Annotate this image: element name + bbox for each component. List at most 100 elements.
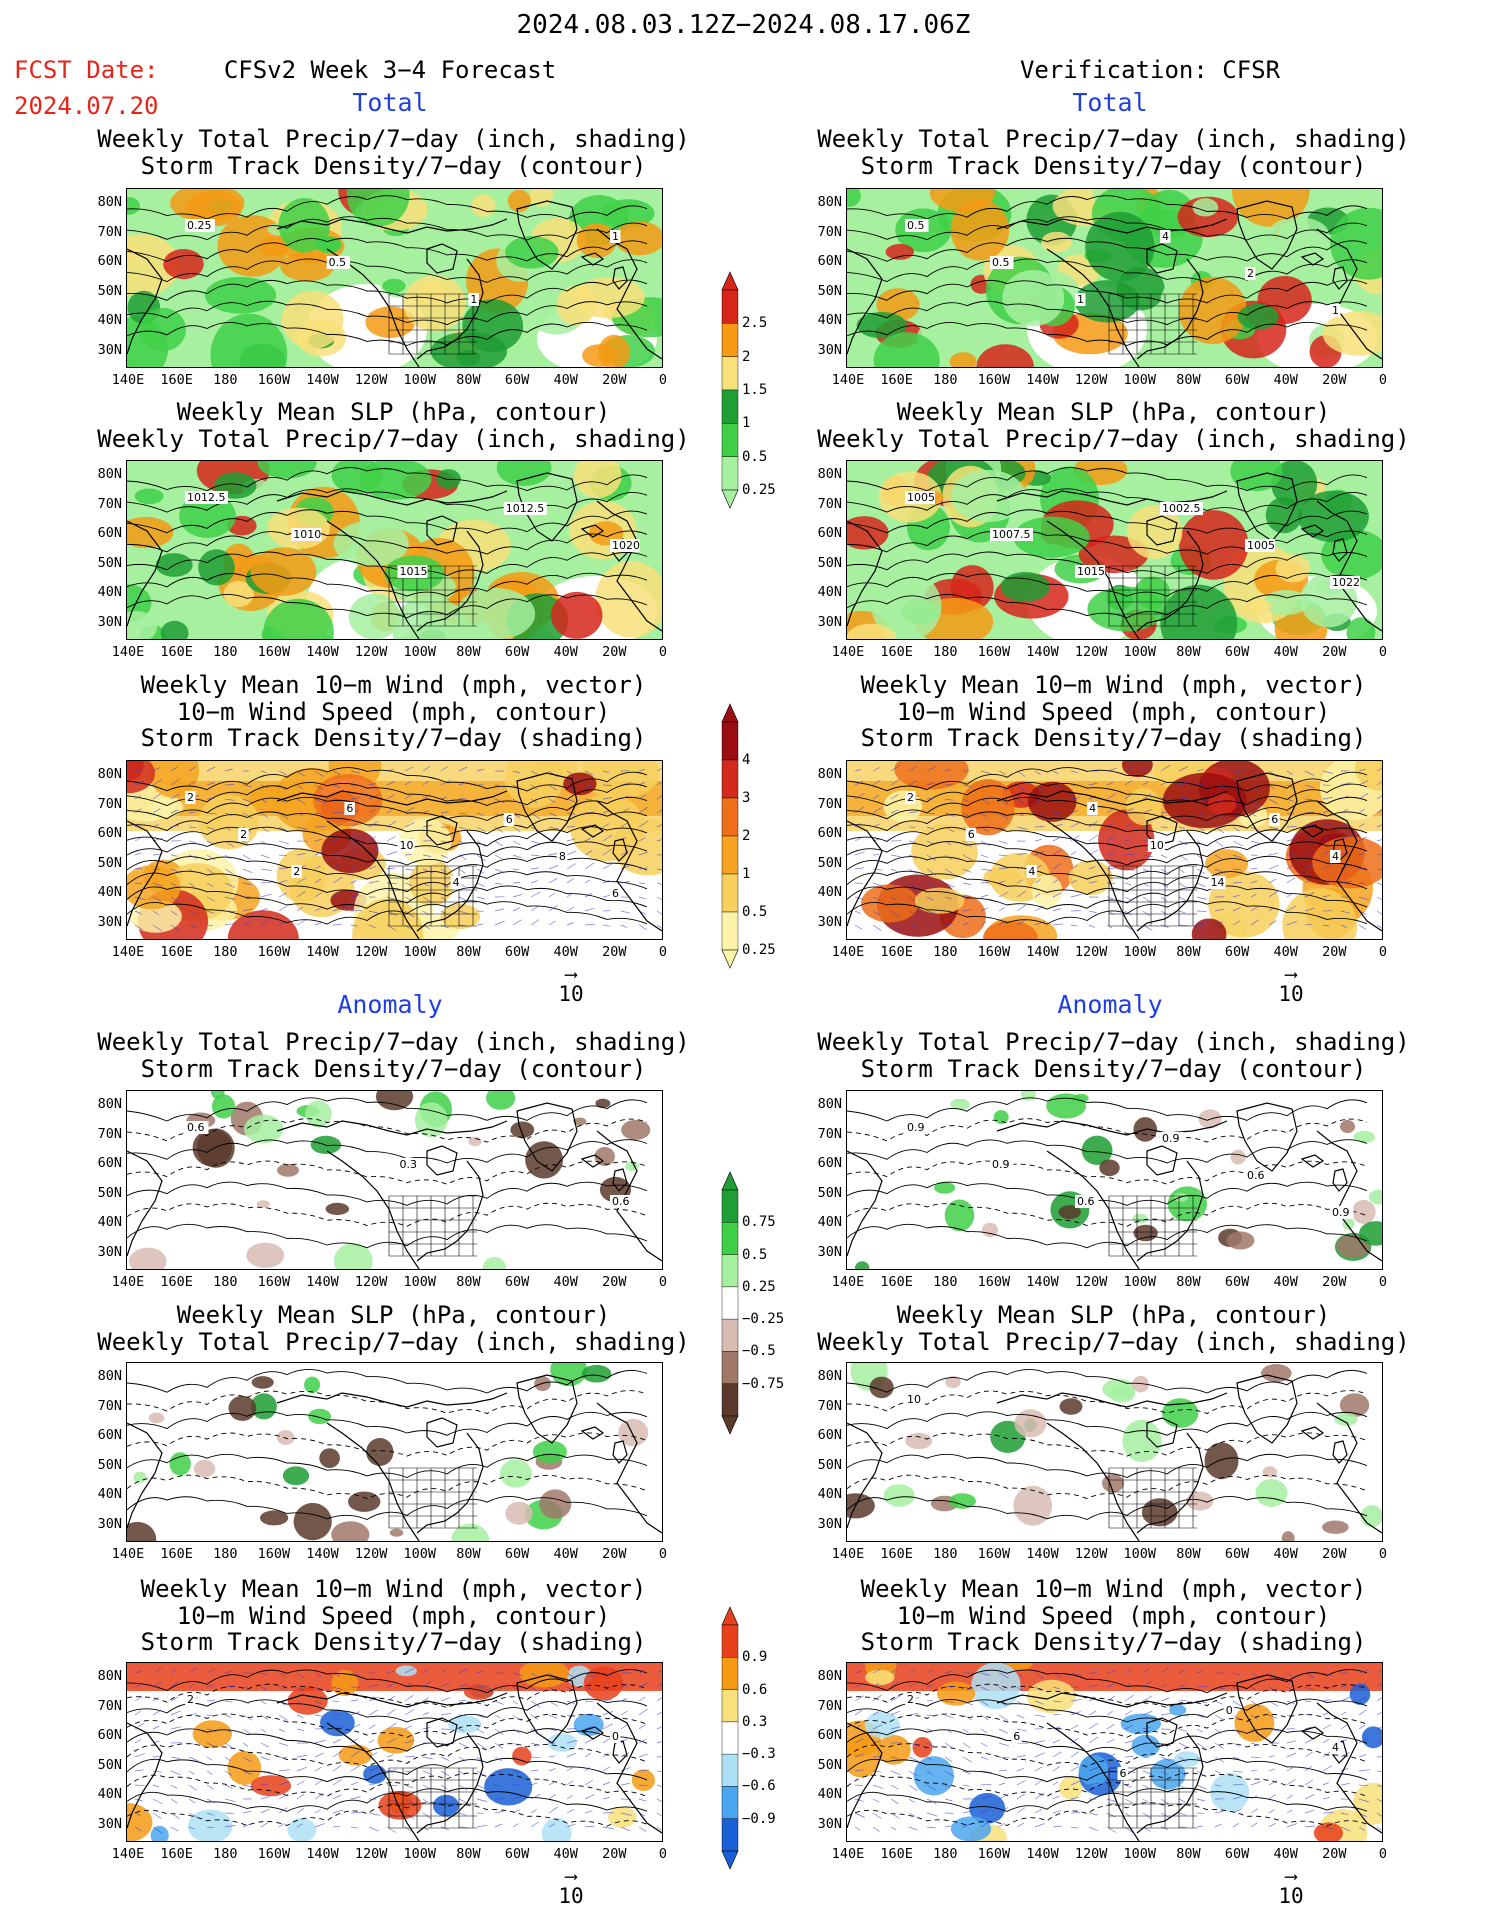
a_left_3-title-2: 10−m Wind Speed (mph, contour) [176, 1601, 611, 1630]
lon-tick-label: 140E [831, 944, 865, 960]
t_right_1-contour-label: 0.5 [907, 219, 925, 232]
colorbar-precip_total [714, 270, 754, 514]
a_right_1-map: 0.9 0.9 0.6 0.9 0.6 0.9 [846, 1090, 1383, 1270]
lat-tick-label: 40N [817, 312, 842, 328]
lon-tick-label: 80W [1176, 944, 1201, 960]
a_right_3-map: 2 6 6 0 4 [846, 1662, 1383, 1842]
lon-tick-label: 60W [1224, 1274, 1250, 1290]
right-anomaly-label: Anomaly [1057, 990, 1163, 1019]
lon-tick-label: 40W [553, 1546, 578, 1562]
lon-tick-label: 60W [1224, 1846, 1250, 1862]
lat-tick-label: 80N [97, 194, 122, 210]
t_right_1-title-2: Storm Track Density/7−day (contour) [860, 151, 1367, 180]
lon-tick-label: 80W [1176, 1846, 1201, 1862]
lon-tick-label: 0 [1378, 644, 1388, 660]
lat-tick-label: 40N [97, 1786, 122, 1802]
lat-tick-label: 70N [817, 495, 842, 512]
colorbar-storm_anom-label: 0.9 [742, 1649, 768, 1666]
lon-tick-label: 60W [504, 644, 530, 660]
lon-tick-label: 180 [933, 1846, 958, 1862]
lat-tick-label: 30N [817, 1243, 842, 1260]
a_left_1-contour-label: 0.6 [187, 1121, 205, 1134]
lat-tick-label: 60N [817, 825, 842, 841]
lon-tick-label: 120W [354, 1274, 388, 1290]
lon-tick-label: 140E [111, 644, 145, 660]
lat-tick-label: 70N [97, 795, 122, 812]
vector-reference: ⟶ 10 [558, 964, 584, 1007]
t_right_2-title-1: Weekly Mean SLP (hPa, contour) [896, 398, 1331, 426]
t_right_1-map: 0.5 0.5 1 4 2 1 [846, 188, 1383, 368]
lat-tick-label: 50N [97, 554, 122, 571]
lon-tick-label: 20W [602, 1546, 627, 1562]
a_left_3-contour-label: 2 [187, 1693, 194, 1706]
lon-tick-label: 160W [257, 944, 291, 960]
lon-tick-label: 180 [213, 1846, 238, 1862]
t_left_3-contour-label: 6 [506, 813, 513, 826]
a_left_1-contour-label: 0.3 [400, 1158, 418, 1171]
lat-tick-label: 40N [817, 884, 842, 900]
lon-tick-label: 40W [1273, 372, 1298, 388]
colorbar-precip_anom-label: 0.25 [742, 1278, 776, 1295]
t_right_3-contour-label: 4 [1028, 865, 1035, 878]
lon-tick-label: 140E [831, 1546, 865, 1562]
lon-tick-label: 100W [1123, 944, 1157, 960]
t_right_3-contour-label: 6 [1271, 813, 1278, 826]
lon-tick-label: 140W [306, 1846, 339, 1862]
colorbar-storm_total-label: 4 [742, 752, 751, 768]
a_right_3-contour-label: 0 [1226, 1704, 1233, 1717]
lon-tick-label: 160E [880, 644, 913, 660]
lat-tick-label: 80N [97, 1368, 122, 1384]
t_right_1-contour-label: 1 [1332, 304, 1339, 317]
lon-tick-label: 80W [456, 372, 481, 388]
lon-tick-label: 80W [456, 944, 481, 960]
lon-tick-label: 40W [1273, 944, 1298, 960]
t_left_3-contour-label: 2 [187, 791, 194, 804]
lon-tick-label: 20W [1322, 644, 1347, 660]
a_right_2-map: 10 [846, 1362, 1383, 1542]
a_right_3-contour-label: 2 [907, 1693, 914, 1706]
vector-reference: ⟶ 10 [1278, 1866, 1304, 1909]
lon-tick-label: 120W [1074, 644, 1108, 660]
lon-tick-label: 0 [1378, 1846, 1388, 1862]
lat-tick-label: 50N [817, 854, 842, 871]
t_right_3-contour-label: 6 [968, 828, 975, 841]
lon-tick-label: 120W [1074, 1546, 1108, 1562]
t_left_3-contour-label: 6 [612, 887, 619, 900]
t_right_3-title-3: Storm Track Density/7−day (shading) [860, 724, 1367, 752]
lon-tick-label: 120W [354, 644, 388, 660]
lat-tick-label: 80N [97, 466, 122, 482]
lat-tick-label: 60N [97, 1155, 122, 1171]
colorbar-precip_total-label: 0.5 [742, 448, 768, 465]
lon-tick-label: 60W [504, 944, 530, 960]
colorbar-storm_anom-label: −0.6 [742, 1778, 776, 1795]
right-column-title: Verification: CFSR [1019, 56, 1281, 84]
lat-tick-label: 50N [817, 282, 842, 299]
lat-tick-label: 80N [97, 766, 122, 782]
lon-tick-label: 20W [1322, 1274, 1347, 1290]
t_left_3-title-1: Weekly Mean 10−m Wind (mph, vector) [140, 671, 647, 699]
lon-tick-label: 140E [111, 1846, 145, 1862]
colorbar-precip_total-label: 0.25 [742, 482, 776, 498]
lat-tick-label: 40N [817, 1786, 842, 1802]
colorbar-storm_total-label: 0.5 [742, 904, 768, 920]
left-column-title: CFSv2 Week 3−4 Forecast [223, 56, 557, 84]
lon-tick-label: 140W [306, 944, 339, 960]
lon-tick-label: 140W [1026, 1846, 1059, 1862]
lat-tick-label: 40N [97, 1214, 122, 1230]
date-range-title: 2024.08.03.12Z−2024.08.17.06Z [516, 10, 971, 40]
lon-tick-label: 140E [831, 644, 865, 660]
fcst-date-label: FCST Date: [14, 56, 159, 84]
lon-tick-label: 160W [257, 372, 291, 388]
t_left_3-contour-label: 4 [453, 876, 460, 889]
lon-tick-label: 160W [977, 1546, 1011, 1562]
lat-tick-label: 70N [97, 1697, 122, 1714]
lon-tick-label: 20W [1322, 1546, 1347, 1562]
right-total-label: Total [1072, 88, 1148, 117]
lon-tick-label: 160E [880, 372, 913, 388]
t_right_3-title-2: 10−m Wind Speed (mph, contour) [896, 697, 1331, 726]
a_left_1-title-1: Weekly Total Precip/7−day (inch, shading… [97, 1028, 690, 1056]
colorbar-storm_total-label: 2 [742, 828, 751, 844]
lat-tick-label: 60N [817, 1727, 842, 1743]
a_right_1-title-2: Storm Track Density/7−day (contour) [860, 1054, 1367, 1083]
lon-tick-label: 40W [553, 1274, 578, 1290]
